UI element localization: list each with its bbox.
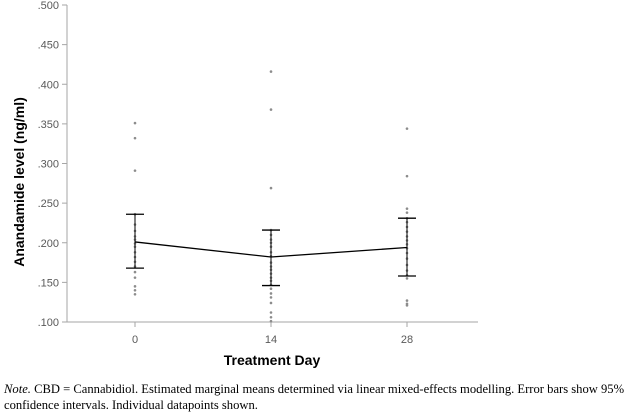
individual-datapoint	[133, 289, 137, 292]
x-axis-title: Treatment Day	[224, 352, 321, 368]
individual-datapoint	[269, 186, 273, 190]
y-tick-label: .200	[38, 238, 59, 250]
individual-datapoint	[269, 319, 273, 323]
y-axis-title: Anandamide level (ng/ml)	[11, 97, 27, 267]
y-tick-label: .350	[38, 119, 59, 131]
individual-datapoint	[133, 270, 137, 274]
individual-datapoint	[269, 292, 273, 295]
figure-note: Note. CBD = Cannabidiol. Estimated margi…	[4, 381, 626, 413]
individual-datapoint	[405, 299, 409, 302]
individual-datapoint	[405, 207, 409, 210]
individual-datapoint	[269, 108, 273, 111]
note-text: CBD = Cannabidiol. Estimated marginal me…	[4, 382, 625, 412]
individual-datapoint	[133, 292, 137, 296]
x-tick-label: 0	[132, 334, 138, 346]
chart-figure: .100 .150 .200 .250 .300 .350 .400 .450 .500 0 14…	[11, 0, 478, 368]
individual-datapoint	[405, 174, 409, 178]
y-tick-label: .100	[38, 317, 59, 329]
note-label: Note.	[4, 382, 31, 396]
line-chart: .100 .150 .200 .250 .300 .350 .400 .450 .500 0 14…	[11, 0, 478, 368]
individual-datapoint	[133, 136, 137, 140]
individual-datapoint	[405, 127, 409, 130]
y-tick-label: .500	[38, 0, 59, 12]
individual-datapoint	[133, 276, 137, 279]
individual-datapoint	[405, 211, 409, 214]
y-tick-label: .250	[38, 198, 59, 210]
y-tick-label: .450	[38, 40, 59, 52]
x-tick-label: 14	[265, 334, 277, 346]
y-tick-label: .400	[38, 79, 59, 91]
individual-datapoint	[269, 296, 273, 299]
individual-datapoint	[269, 70, 273, 73]
individual-datapoint	[405, 304, 409, 307]
individual-datapoint	[405, 277, 409, 280]
individual-datapoint	[269, 301, 273, 305]
y-tick-label: .300	[38, 159, 59, 171]
individual-datapoint	[269, 315, 273, 319]
individual-datapoint	[133, 121, 137, 125]
series-line-mean	[134, 241, 408, 258]
y-tick-label: .150	[38, 277, 59, 289]
individual-datapoint	[269, 311, 273, 314]
individual-datapoint	[133, 285, 137, 288]
individual-datapoint	[133, 169, 137, 172]
individual-datapoint	[269, 287, 273, 291]
x-tick-label: 28	[401, 334, 413, 346]
